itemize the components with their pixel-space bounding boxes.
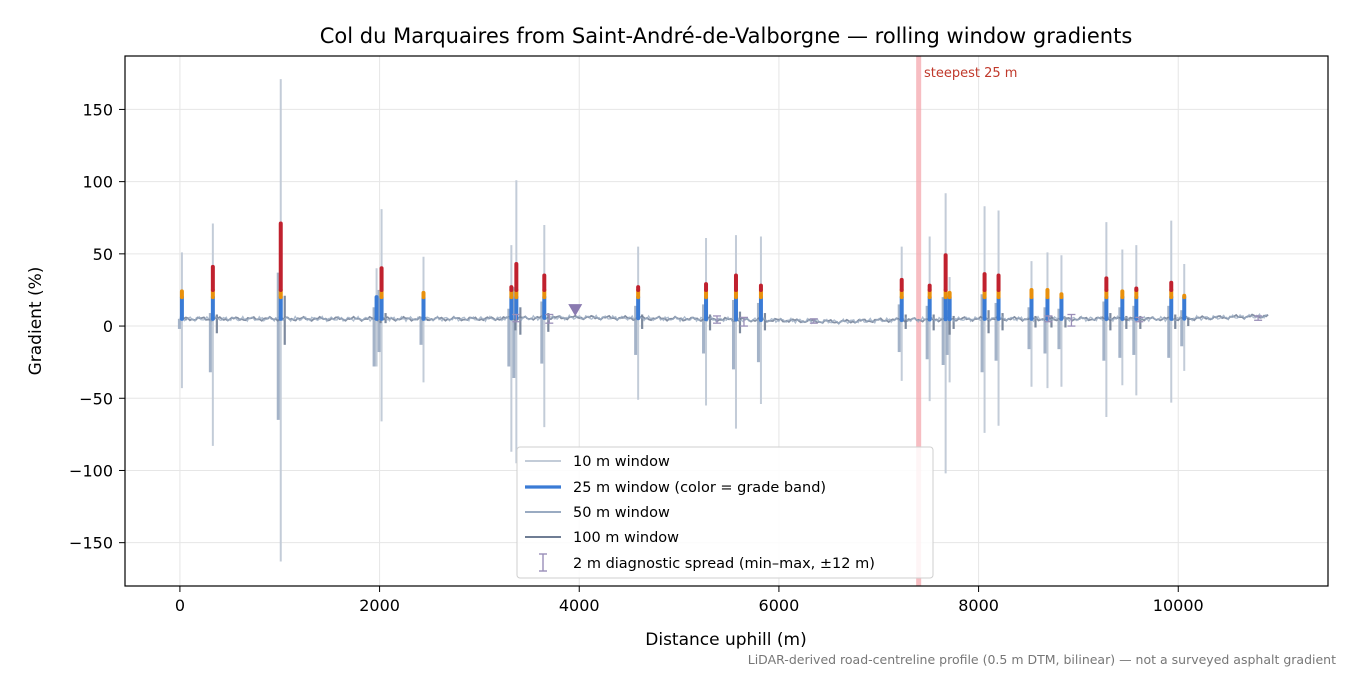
y-tick-label: −150: [69, 534, 113, 553]
series-50m: [177, 272, 1184, 420]
y-axis-label: Gradient (%): [26, 267, 46, 376]
y-axis-ticks: −150 −100 −50 0 50 100 150: [69, 100, 125, 553]
x-axis-label: Distance uphill (m): [645, 630, 806, 650]
plot-frame: [124, 55, 1329, 587]
x-tick-label: 2000: [359, 596, 400, 615]
y-tick-label: 150: [82, 100, 113, 119]
baseline-100m-line: [179, 313, 1269, 325]
legend-label-25m: 25 m window (color = grade band): [573, 480, 826, 496]
legend-label-50m: 50 m window: [573, 505, 670, 521]
y-tick-label: 0: [103, 317, 113, 336]
grid-lines: [125, 56, 1328, 586]
legend-swatch-diag: [539, 553, 547, 572]
x-axis-ticks: 0 2000 4000 6000 8000 10000: [175, 586, 1204, 615]
diag-errorbar: [1135, 316, 1144, 323]
diag-errorbar: [713, 315, 722, 324]
legend: 10 m window 25 m window (color = grade b…: [516, 446, 934, 579]
footnote: LiDAR-derived road-centreline profile (0…: [748, 652, 1336, 667]
x-tick-label: 6000: [759, 596, 800, 615]
x-tick-label: 4000: [559, 596, 600, 615]
x-tick-label: 0: [175, 596, 185, 615]
x-tick-label: 8000: [958, 596, 999, 615]
diag-errorbar: [809, 318, 818, 324]
y-tick-label: 50: [93, 245, 113, 264]
y-tick-label: 100: [82, 173, 113, 192]
series-25m: [179, 221, 1187, 323]
marker: [568, 304, 583, 317]
diag-errorbar: [1254, 315, 1263, 321]
diagnostic-spread: [512, 313, 1263, 327]
legend-box: [516, 446, 934, 579]
legend-label-diag: 2 m diagnostic spread (min–max, ±12 m): [573, 556, 875, 572]
x-tick-label: 10000: [1153, 596, 1204, 615]
steepest-annotation: steepest 25 m: [924, 66, 1017, 81]
diag-errorbar: [512, 313, 521, 323]
legend-label-10m: 10 m window: [573, 454, 670, 470]
chart-title: Col du Marquaires from Saint-André-de-Va…: [320, 24, 1133, 48]
y-tick-label: −100: [69, 461, 113, 480]
diag-errorbar: [545, 313, 554, 324]
diag-errorbar: [1067, 313, 1076, 327]
y-tick-label: −50: [79, 389, 113, 408]
diag-errorbar: [739, 316, 748, 327]
legend-label-100m: 100 m window: [573, 530, 679, 546]
diag-errorbar: [1044, 315, 1053, 323]
baseline-profile: [179, 313, 1269, 326]
baseline-50m-line: [179, 313, 1268, 326]
triangle-down-marker: [568, 304, 583, 317]
